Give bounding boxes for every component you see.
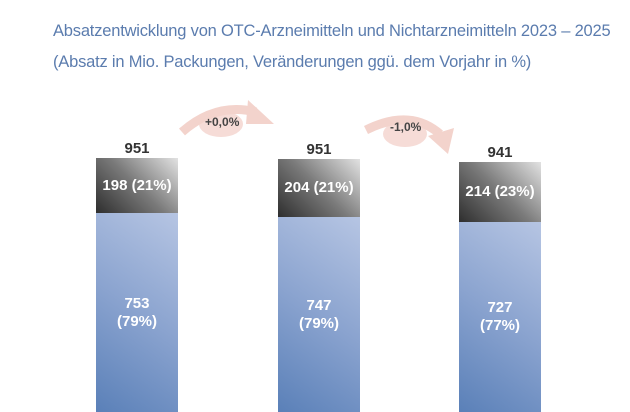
stacked-bar: 214 (23%) 727 (77%) [459,162,541,412]
stacked-bar: 198 (21%) 753 (79%) [96,158,178,412]
change-arrow-icon [363,115,454,154]
bar-total: 941 [487,144,513,161]
bar-segment-otc: 753 (79%) [96,213,178,412]
segment-label: 198 (21%) [102,176,172,194]
bar-segment-non-drug: 204 (21%) [278,159,360,217]
bar-segment-otc: 727 (77%) [459,222,541,412]
segment-label: 214 (23%) [465,183,535,200]
segment-label: 204 (21%) [284,179,354,196]
segment-label: 747 (79%) [298,296,339,332]
bar-total: 951 [124,140,150,157]
stacked-bar: 204 (21%) 747 (79%) [278,159,360,412]
bar-segment-non-drug: 198 (21%) [96,158,178,213]
change-label: +0,0% [205,115,240,129]
change-label: -1,0% [390,120,422,134]
segment-label: 727 (77%) [479,299,520,334]
change-arrow-icon [179,100,274,137]
chart-title: Absatzentwicklung von OTC-Arzneimitteln … [53,22,611,71]
bar-total: 951 [306,141,332,158]
segment-label: 753 (79%) [116,294,157,330]
bar-segment-non-drug: 214 (23%) [459,162,541,222]
bar-segment-otc: 747 (79%) [278,217,360,412]
